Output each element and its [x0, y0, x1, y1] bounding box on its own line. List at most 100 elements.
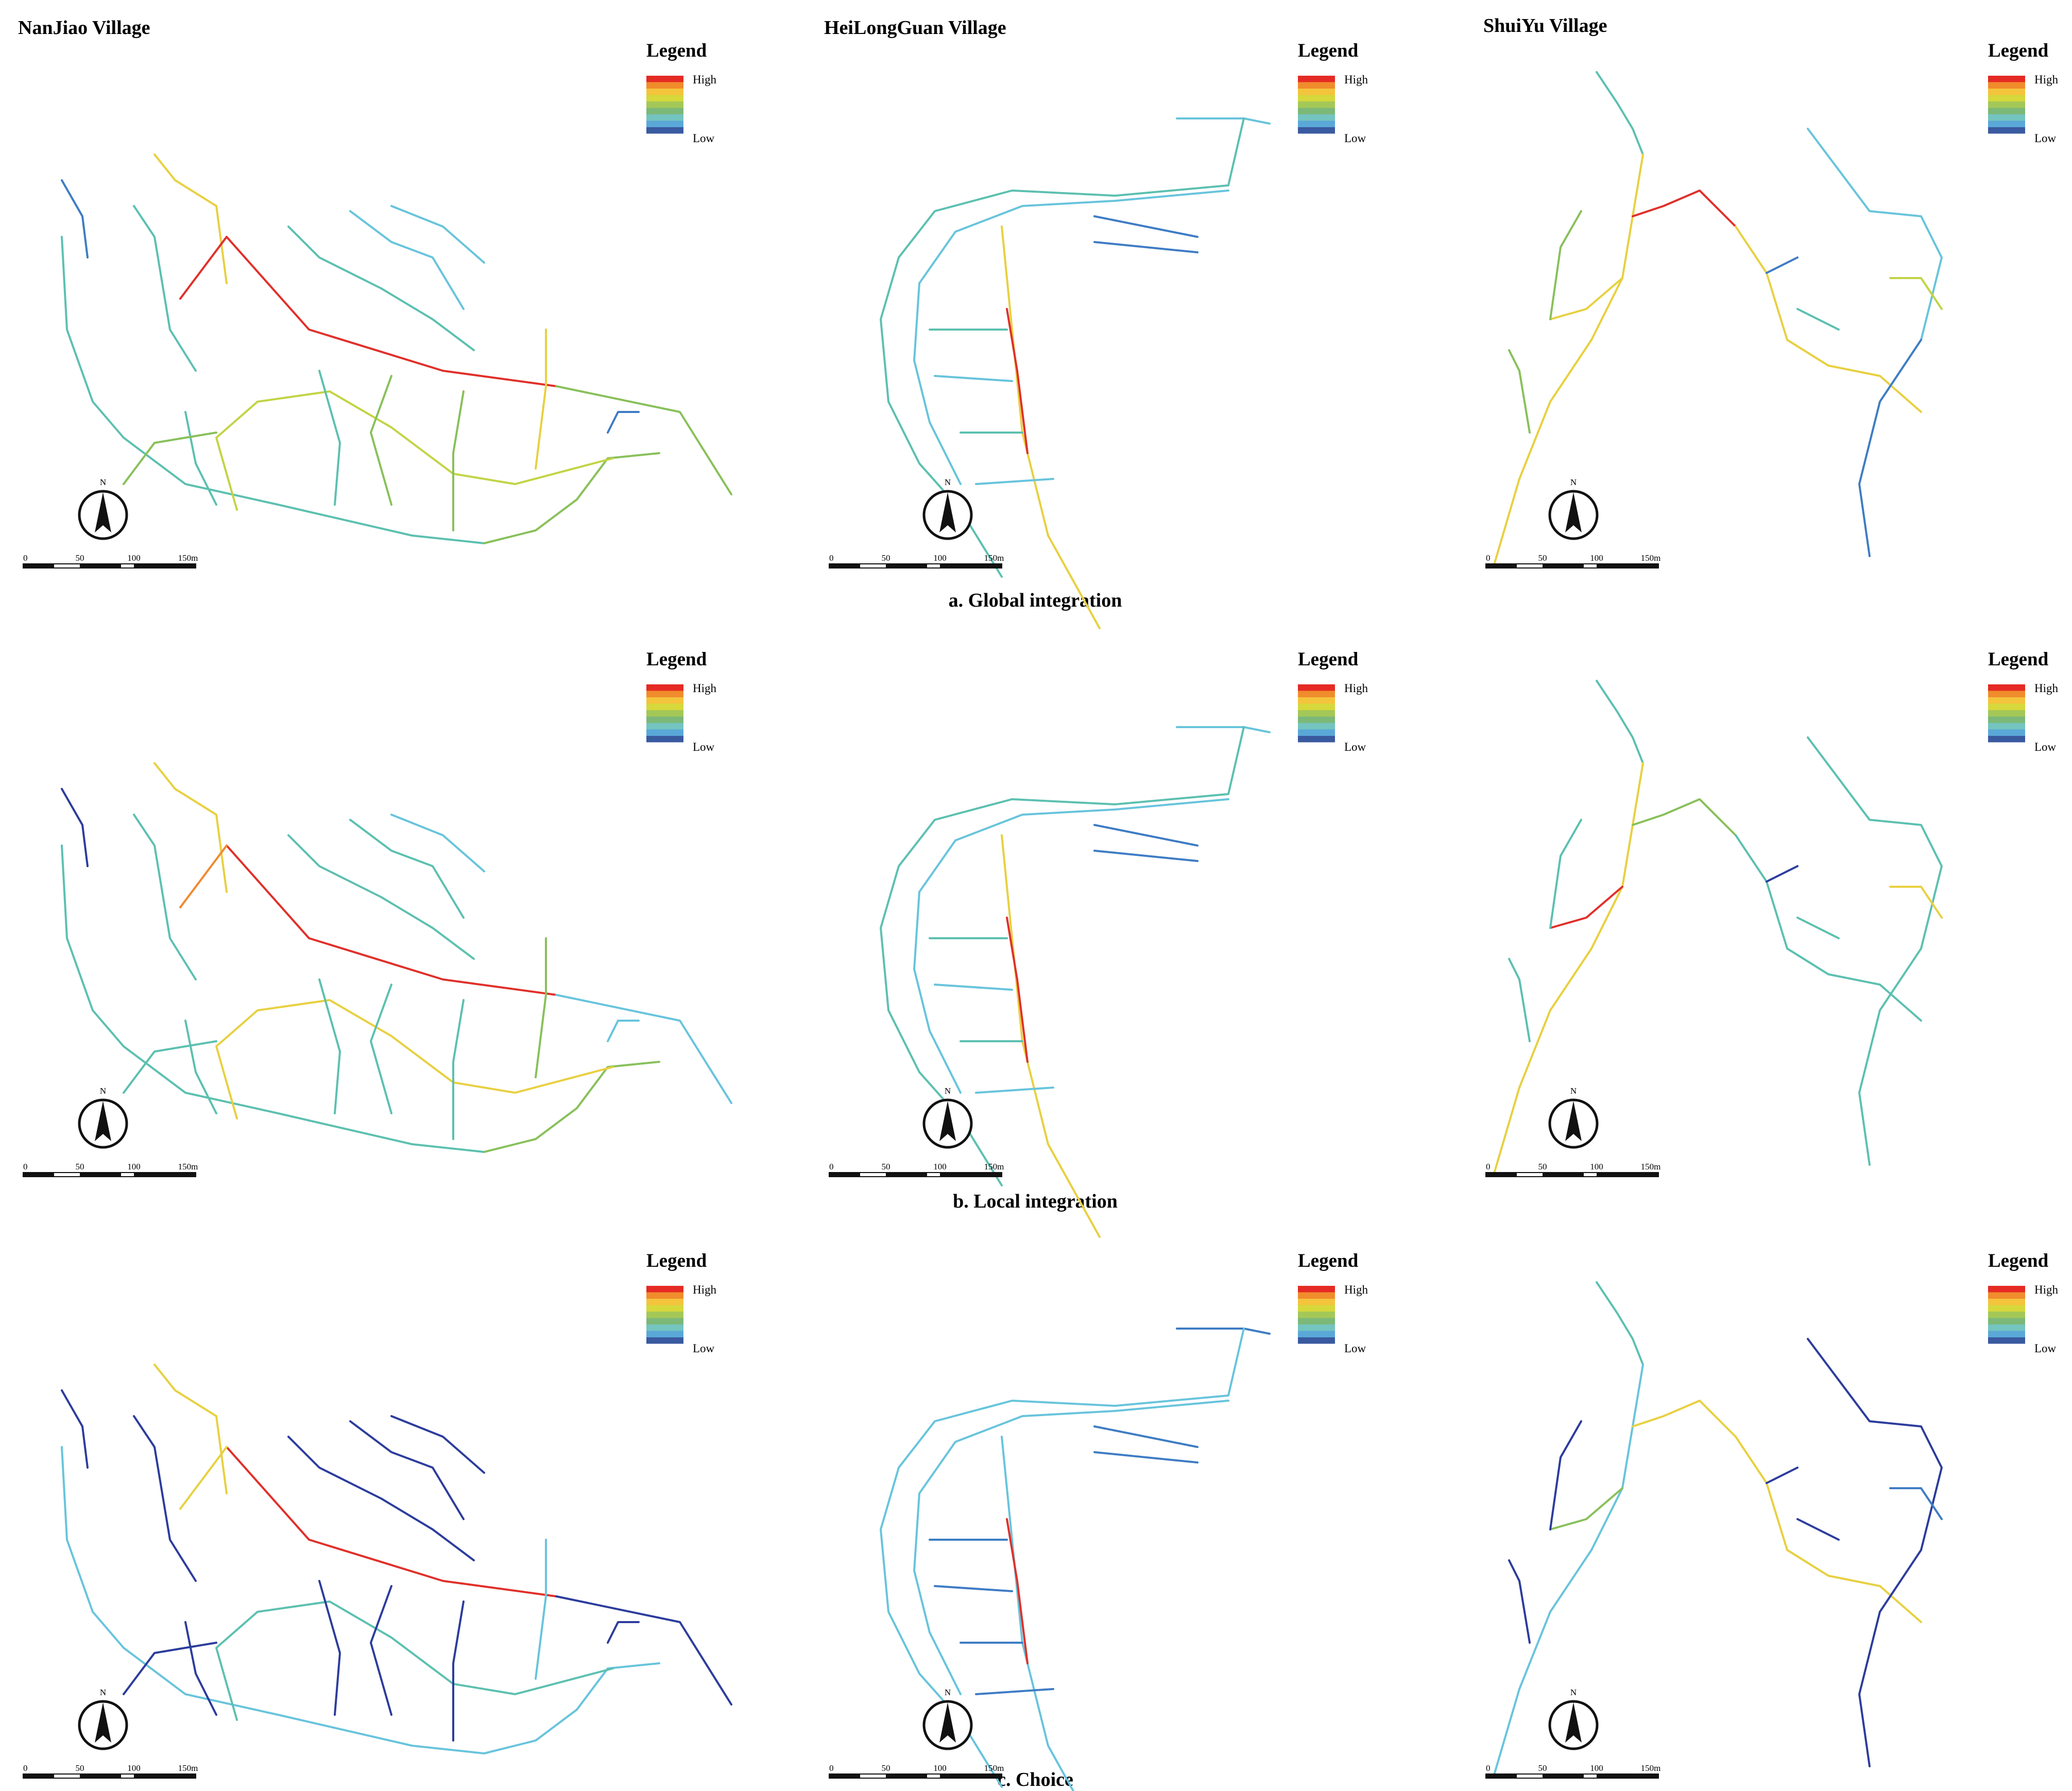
street-segment [179, 845, 228, 908]
legend-swatch [1298, 723, 1335, 730]
legend-swatch [1988, 1299, 2025, 1305]
street-segment [1093, 215, 1198, 238]
street-segment [123, 432, 217, 485]
scale-label: 100 [1590, 1763, 1603, 1773]
legend-swatch [1988, 1324, 2025, 1331]
legend-high-label: High [693, 73, 717, 86]
legend-low-label: Low [2034, 1342, 2057, 1355]
legend-swatch [1298, 120, 1335, 127]
legend-title: Legend [1298, 1250, 1359, 1271]
legend-swatch [1988, 697, 2025, 704]
street-segment [1632, 1400, 1737, 1438]
row-caption-global: a. Global integration [949, 590, 1122, 611]
street-segment [390, 205, 485, 264]
legend-swatch [1988, 736, 2025, 743]
legend-swatch [1988, 716, 2025, 723]
scale-label: 0 [23, 1763, 28, 1773]
legend-low-label: Low [1344, 1342, 1366, 1355]
scale-bar: 0 50 100 150m [829, 1763, 1004, 1779]
street-segment [179, 1446, 228, 1510]
street-segment [184, 1621, 217, 1716]
street-segment [215, 1600, 614, 1721]
legend-swatch [646, 710, 683, 717]
street-segment [975, 478, 1054, 485]
scale-label: 50 [882, 553, 891, 563]
legend-swatch [646, 1305, 683, 1312]
street-segment [1549, 886, 1623, 929]
legend-swatch [646, 89, 683, 95]
village-title-shuiyu: ShuiYu Village [1483, 15, 1607, 37]
legend: Legend High Low [646, 40, 717, 145]
map-panels: Legend High Low N 0 50 100 150m Legend High Low N 0 5… [23, 40, 2059, 1791]
street-segment [1093, 824, 1198, 847]
north-label: N [945, 477, 951, 487]
legend-swatch [1988, 1331, 2025, 1337]
legend-swatch [646, 1331, 683, 1337]
scale-label: 50 [882, 1763, 891, 1773]
legend-swatch [1298, 108, 1335, 114]
street-segment [913, 798, 1229, 1094]
street-segment [318, 370, 341, 506]
street-segment [1176, 1328, 1271, 1335]
street-segment [370, 375, 392, 506]
panel-shuiyu-choice: Legend High Low N 0 50 100 150m [1485, 1250, 2059, 1779]
scale-label: 150m [1641, 1763, 1661, 1773]
legend-low-label: Low [693, 1342, 715, 1355]
legend-swatch [1298, 1337, 1335, 1344]
scale-label: 50 [1538, 553, 1547, 563]
street-network [1493, 680, 1943, 1176]
scale-label: 100 [1590, 553, 1603, 563]
scale-label: 0 [1486, 1763, 1491, 1773]
legend-title: Legend [1988, 40, 2049, 61]
legend: Legend High Low [1298, 649, 1368, 753]
street-segment [452, 1600, 465, 1742]
street-segment [555, 1595, 732, 1706]
legend-swatch [1298, 684, 1335, 691]
street-segment [1508, 1559, 1531, 1644]
scale-label: 150m [178, 553, 198, 563]
legend-swatch [646, 684, 683, 691]
scale-label: 50 [76, 1162, 84, 1172]
north-label: N [1570, 1086, 1577, 1096]
street-segment [1807, 736, 1943, 950]
panel-nanjiao-local: Legend High Low N 0 50 100 150m [23, 649, 732, 1177]
legend-title: Legend [1298, 40, 1359, 61]
legend-title: Legend [646, 649, 707, 670]
scale-bar: 0 50 100 150m [829, 553, 1004, 569]
street-segment [880, 1328, 1245, 1788]
street-network [880, 726, 1271, 1238]
legend-high-label: High [2034, 73, 2059, 86]
street-segment [913, 190, 1229, 485]
legend-low-label: Low [2034, 132, 2057, 145]
street-segment [287, 1436, 475, 1561]
street-network [880, 117, 1271, 629]
north-label: N [100, 477, 106, 487]
scale-label: 100 [127, 1162, 141, 1172]
street-segment [1596, 680, 1644, 764]
legend-title: Legend [1298, 649, 1359, 670]
north-label: N [945, 1687, 951, 1697]
street-segment [1549, 1487, 1623, 1530]
panel-nanjiao-global: Legend High Low N 0 50 100 150m [23, 40, 732, 569]
legend-swatch [646, 729, 683, 736]
street-segment [1001, 834, 1101, 1238]
street-segment [184, 411, 217, 506]
legend-swatch [1298, 89, 1335, 95]
street-segment [1796, 1518, 1840, 1541]
legend-swatch [646, 101, 683, 108]
street-segment [1735, 226, 1922, 413]
legend-swatch [1988, 710, 2025, 717]
street-segment [1093, 850, 1198, 862]
street-segment [133, 205, 197, 372]
legend-swatch [646, 120, 683, 127]
legend: Legend High Low [646, 1250, 717, 1355]
street-segment [1006, 917, 1029, 1063]
street-segment [349, 1420, 465, 1520]
legend-swatch [646, 127, 683, 134]
legend-swatch [1988, 82, 2025, 89]
north-arrow-icon: N [922, 1687, 973, 1750]
scale-label: 150m [984, 1162, 1004, 1172]
legend-swatch [1298, 1292, 1335, 1299]
legend: Legend High Low [1988, 649, 2059, 753]
legend: Legend High Low [1298, 1250, 1368, 1355]
